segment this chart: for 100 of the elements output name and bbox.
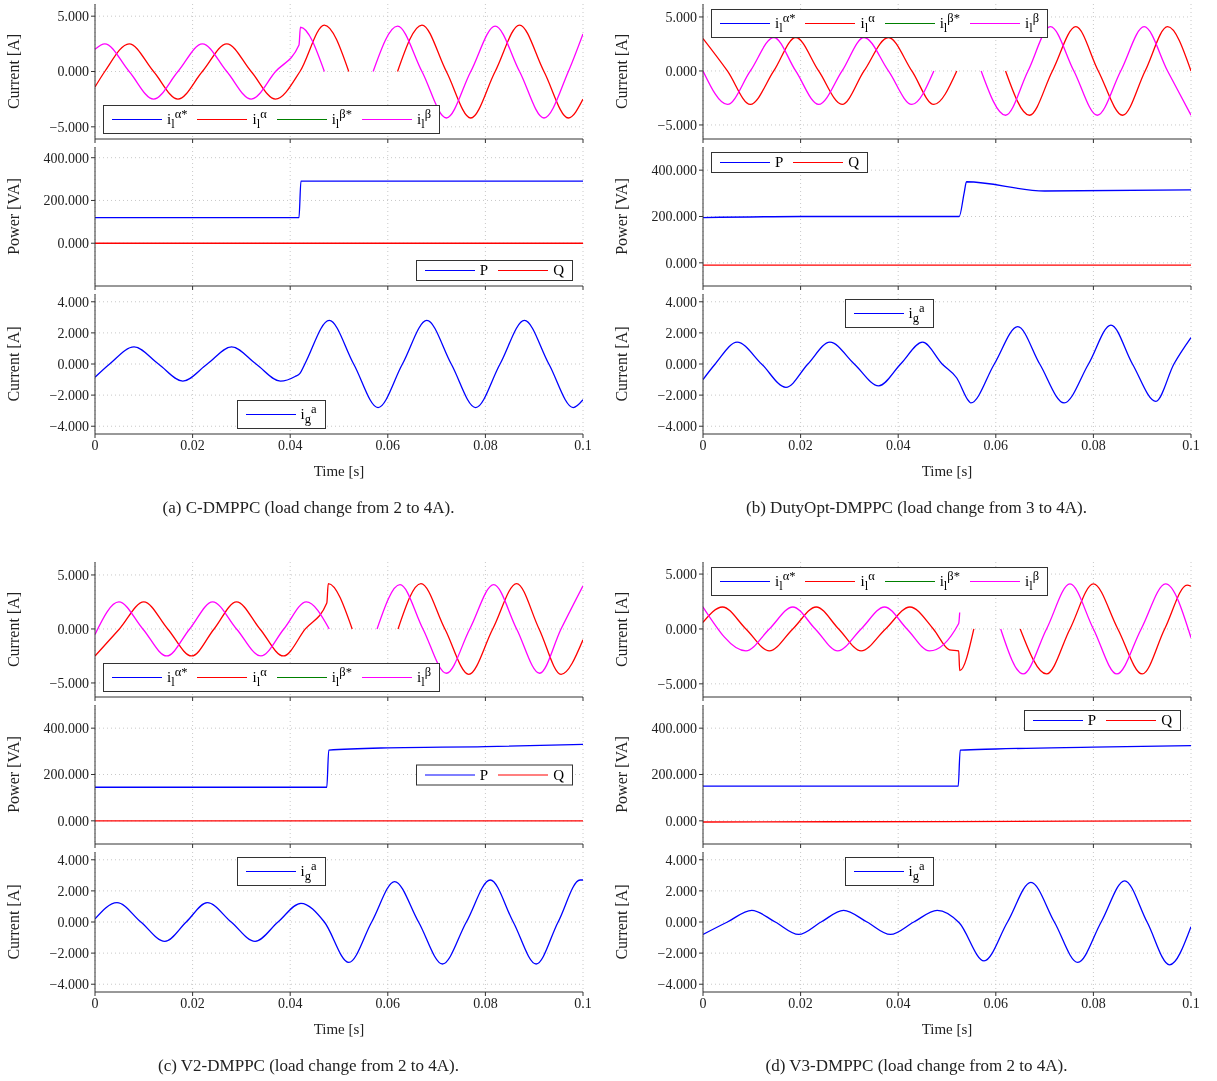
y-axis-title: Power [VA] (4, 178, 22, 255)
y-tick-label: 0.000 (665, 914, 697, 930)
y-tick-label: 200.000 (651, 209, 697, 225)
y-tick-label: 400.000 (651, 163, 697, 179)
y-tick-label: −5.000 (49, 119, 89, 135)
x-axis-title: Time [s] (313, 463, 365, 479)
text: (a) C-DMPPC (load change from 2 to 4A). (161, 498, 456, 518)
y-axis-title: Current [A] (4, 591, 22, 668)
y-tick-label: 4.000 (57, 294, 89, 310)
line-series (703, 744, 1191, 787)
legend-label: P (775, 154, 784, 171)
y-tick-label: 5.000 (665, 567, 697, 583)
y-axis-title: Current [A] (4, 326, 22, 402)
line-series (95, 319, 583, 409)
y-tick-label: 2.000 (665, 883, 697, 899)
y-tick-label: −4.000 (49, 419, 89, 435)
legend-label: Q (553, 766, 564, 783)
x-tick-label: 0.1 (1182, 995, 1200, 1011)
y-tick-label: 0.000 (665, 813, 697, 829)
y-axis-title: Power [VA] (612, 178, 630, 255)
y-tick-label: −4.000 (657, 977, 697, 993)
y-axis-title: Current [A] (612, 591, 630, 668)
y-tick-label: 5.000 (57, 9, 89, 25)
legend-label: P (1087, 712, 1097, 729)
y-tick-label: 200.000 (43, 767, 89, 783)
y-tick-label: 400.000 (651, 721, 697, 737)
y-axis-title: Current [A] (4, 884, 22, 960)
y-axis-title: Current [A] (4, 33, 22, 110)
y-tick-label: 2.000 (57, 325, 89, 341)
y-tick-label: −4.000 (49, 977, 89, 993)
y-tick-label: −2.000 (49, 388, 89, 404)
y-tick-label: 5.000 (665, 9, 697, 25)
line-series (95, 743, 583, 788)
x-tick-label: 0.02 (788, 437, 813, 453)
y-axis-title: Current [A] (612, 326, 630, 402)
legend-label: Q (1161, 712, 1172, 729)
y-tick-label: 0.000 (57, 813, 89, 829)
x-tick-label: 0.08 (473, 995, 498, 1011)
text: (d) V3-DMPPC (load change from 2 to 4A). (764, 1056, 1069, 1076)
y-tick-label: −5.000 (657, 676, 697, 692)
legend-label: P (479, 262, 489, 279)
y-tick-label: 5.000 (57, 567, 89, 583)
y-tick-label: −2.000 (657, 388, 697, 404)
line-series (703, 181, 1191, 219)
x-axis-title: Time [s] (313, 1021, 365, 1037)
y-tick-label: 0.000 (665, 63, 697, 79)
x-tick-label: 0.04 (277, 995, 303, 1011)
y-tick-label: 200.000 (651, 767, 697, 783)
y-tick-label: 200.000 (43, 193, 89, 209)
x-axis-title: Time [s] (921, 1021, 973, 1037)
y-axis-title: Power [VA] (4, 736, 22, 813)
x-tick-label: 0 (699, 437, 707, 453)
y-tick-label: 0.000 (57, 236, 89, 252)
x-tick-label: 0.1 (574, 995, 592, 1011)
y-tick-label: 0.000 (57, 621, 89, 637)
x-tick-label: 0.06 (375, 995, 401, 1011)
y-tick-label: 0.000 (665, 356, 697, 372)
y-axis-title: Power [VA] (612, 736, 630, 813)
x-tick-label: 0.06 (375, 437, 401, 453)
y-tick-label: 2.000 (57, 883, 89, 899)
legend-label: Q (553, 262, 564, 279)
y-tick-label: −4.000 (657, 419, 697, 435)
x-tick-label: 0.02 (180, 437, 205, 453)
y-tick-label: 0.000 (665, 621, 697, 637)
x-tick-label: 0.08 (1081, 995, 1106, 1011)
x-axis-title: Time [s] (921, 463, 973, 479)
x-tick-label: 0.06 (983, 995, 1009, 1011)
y-tick-label: 4.000 (665, 294, 697, 310)
x-tick-label: 0.02 (788, 995, 813, 1011)
x-tick-label: 0.04 (885, 437, 911, 453)
y-axis-title: Current [A] (612, 33, 630, 110)
legend-label: Q (848, 154, 860, 171)
x-tick-label: 0.04 (277, 437, 303, 453)
y-tick-label: 0.000 (665, 255, 697, 271)
y-tick-label: 0.000 (57, 356, 89, 372)
x-tick-label: 0.08 (473, 437, 498, 453)
text: (c) V2-DMPPC (load change from 2 to 4A). (157, 1056, 460, 1076)
y-axis-title: Current [A] (612, 884, 630, 960)
y-tick-label: 400.000 (43, 721, 89, 737)
x-tick-label: 0.06 (983, 437, 1009, 453)
x-tick-label: 0.08 (1081, 437, 1106, 453)
x-tick-label: 0.1 (574, 437, 592, 453)
y-tick-label: 4.000 (57, 852, 89, 868)
x-tick-label: 0.02 (180, 995, 205, 1011)
y-tick-label: −2.000 (657, 946, 697, 962)
text: (b) DutyOpt-DMPPC (load change from 3 to 4A). (745, 498, 1088, 518)
x-tick-label: 0 (91, 437, 99, 453)
legend-label: P (479, 766, 489, 783)
y-tick-label: 2.000 (665, 325, 697, 341)
y-tick-label: 0.000 (57, 914, 89, 930)
y-tick-label: −5.000 (49, 675, 89, 691)
x-tick-label: 0 (91, 995, 99, 1011)
x-tick-label: 0.1 (1182, 437, 1200, 453)
x-tick-label: 0 (699, 995, 707, 1011)
y-tick-label: 4.000 (665, 852, 697, 868)
x-tick-label: 0.04 (885, 995, 911, 1011)
y-tick-label: 400.000 (43, 150, 89, 166)
y-tick-label: 0.000 (57, 64, 89, 80)
line-series (703, 324, 1191, 404)
y-tick-label: −5.000 (657, 117, 697, 133)
